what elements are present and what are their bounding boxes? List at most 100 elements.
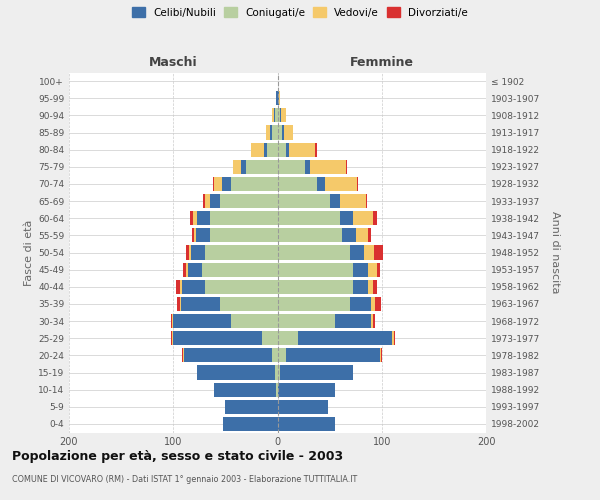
- Text: Maschi: Maschi: [149, 56, 197, 69]
- Bar: [182, 262, 186, 276]
- Bar: [340, 194, 366, 208]
- Bar: [371, 314, 373, 328]
- Bar: [277, 262, 353, 276]
- Bar: [277, 142, 286, 156]
- Bar: [186, 262, 188, 276]
- Bar: [368, 262, 377, 276]
- Bar: [171, 314, 172, 328]
- Bar: [205, 280, 277, 294]
- Bar: [310, 160, 346, 174]
- Bar: [289, 142, 315, 156]
- Bar: [377, 262, 380, 276]
- Bar: [192, 228, 194, 242]
- Bar: [230, 177, 277, 191]
- Bar: [315, 142, 317, 156]
- Bar: [376, 297, 381, 311]
- Bar: [277, 228, 342, 242]
- Bar: [277, 314, 335, 328]
- Bar: [353, 280, 368, 294]
- Bar: [272, 348, 277, 362]
- Bar: [368, 280, 373, 294]
- Bar: [277, 108, 280, 122]
- Bar: [335, 314, 371, 328]
- Bar: [350, 297, 371, 311]
- Bar: [317, 177, 325, 191]
- Bar: [214, 177, 222, 191]
- Bar: [278, 91, 280, 105]
- Bar: [241, 160, 246, 174]
- Bar: [392, 331, 394, 345]
- Bar: [270, 126, 272, 140]
- Bar: [275, 108, 277, 122]
- Bar: [267, 142, 277, 156]
- Bar: [262, 331, 277, 345]
- Bar: [210, 211, 277, 225]
- Bar: [350, 246, 364, 260]
- Bar: [286, 142, 289, 156]
- Bar: [213, 177, 214, 191]
- Bar: [233, 160, 241, 174]
- Bar: [374, 246, 383, 260]
- Bar: [190, 211, 193, 225]
- Bar: [277, 160, 305, 174]
- Bar: [277, 280, 353, 294]
- Bar: [281, 126, 284, 140]
- Bar: [182, 280, 205, 294]
- Bar: [277, 331, 298, 345]
- Bar: [281, 108, 286, 122]
- Bar: [203, 194, 205, 208]
- Bar: [394, 331, 395, 345]
- Bar: [272, 126, 277, 140]
- Bar: [353, 211, 373, 225]
- Text: Femmine: Femmine: [350, 56, 414, 69]
- Bar: [357, 177, 358, 191]
- Bar: [173, 331, 262, 345]
- Bar: [342, 228, 356, 242]
- Bar: [277, 417, 335, 431]
- Bar: [364, 246, 374, 260]
- Bar: [277, 348, 286, 362]
- Bar: [264, 142, 267, 156]
- Bar: [346, 160, 347, 174]
- Bar: [214, 382, 277, 396]
- Bar: [179, 297, 181, 311]
- Bar: [373, 314, 376, 328]
- Bar: [275, 366, 277, 380]
- Bar: [373, 211, 377, 225]
- Bar: [340, 211, 353, 225]
- Bar: [222, 177, 230, 191]
- Bar: [277, 400, 328, 414]
- Bar: [210, 228, 277, 242]
- Bar: [191, 246, 205, 260]
- Bar: [189, 246, 191, 260]
- Bar: [230, 314, 277, 328]
- Bar: [197, 366, 275, 380]
- Bar: [220, 297, 277, 311]
- Bar: [226, 400, 277, 414]
- Text: Popolazione per età, sesso e stato civile - 2003: Popolazione per età, sesso e stato civil…: [12, 450, 343, 463]
- Bar: [329, 194, 340, 208]
- Bar: [284, 126, 293, 140]
- Y-axis label: Anni di nascita: Anni di nascita: [550, 211, 560, 294]
- Bar: [197, 211, 210, 225]
- Bar: [176, 280, 179, 294]
- Bar: [280, 108, 281, 122]
- Bar: [184, 348, 272, 362]
- Bar: [298, 331, 392, 345]
- Bar: [196, 228, 210, 242]
- Bar: [274, 108, 275, 122]
- Bar: [380, 348, 381, 362]
- Bar: [210, 194, 220, 208]
- Legend: Celibi/Nubili, Coniugati/e, Vedovi/e, Divorziati/e: Celibi/Nubili, Coniugati/e, Vedovi/e, Di…: [130, 5, 470, 20]
- Bar: [277, 91, 278, 105]
- Bar: [381, 348, 382, 362]
- Bar: [173, 314, 230, 328]
- Bar: [353, 262, 368, 276]
- Bar: [171, 331, 172, 345]
- Bar: [286, 348, 380, 362]
- Bar: [220, 194, 277, 208]
- Bar: [181, 297, 220, 311]
- Bar: [205, 194, 210, 208]
- Bar: [366, 194, 367, 208]
- Bar: [194, 228, 196, 242]
